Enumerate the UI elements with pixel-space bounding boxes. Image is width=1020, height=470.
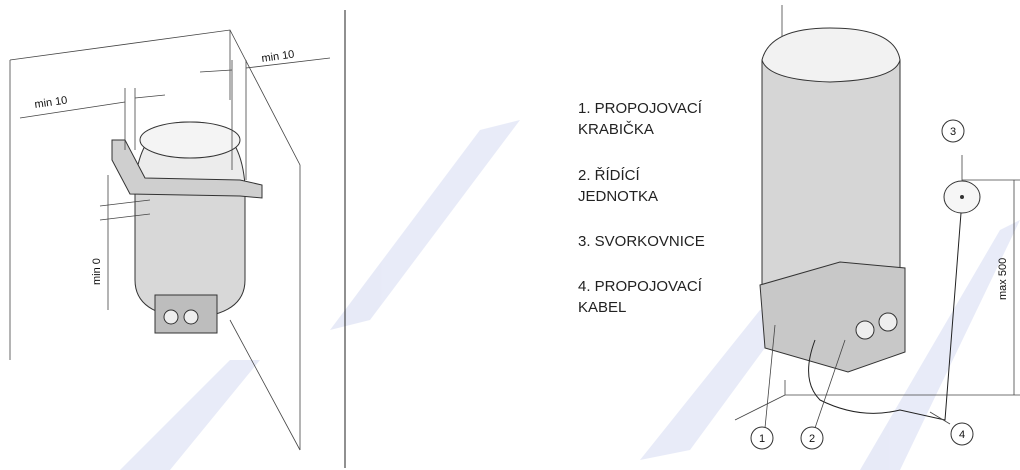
legend-line: 3. SVORKOVNICE — [578, 233, 705, 250]
legend-line: 4. PROPOJOVACÍ — [578, 278, 703, 295]
legend: 1. PROPOJOVACÍ KRABIČKA 2. ŘÍDÍCÍ JEDNOT… — [578, 100, 705, 316]
callout-number: 3 — [950, 126, 956, 138]
callout-number: 1 — [759, 433, 765, 445]
legend-line: KRABIČKA — [578, 121, 654, 138]
diagram: min 10 min 10 min 0 1 2 3 4 max 500 1. P… — [0, 0, 1020, 470]
dimension-label: min 0 — [91, 258, 103, 285]
left-heater-drawing — [10, 30, 330, 450]
legend-line: KABEL — [578, 299, 626, 316]
legend-line: JEDNOTKA — [578, 188, 658, 205]
right-heater-drawing — [735, 5, 1020, 449]
legend-line: 1. PROPOJOVACÍ — [578, 100, 703, 117]
legend-line: 2. ŘÍDÍCÍ — [578, 167, 641, 184]
callout-number: 2 — [809, 433, 815, 445]
dimension-label: min 10 — [34, 94, 68, 110]
callout-number: 4 — [959, 429, 965, 441]
dimension-label: max 500 — [997, 258, 1009, 300]
